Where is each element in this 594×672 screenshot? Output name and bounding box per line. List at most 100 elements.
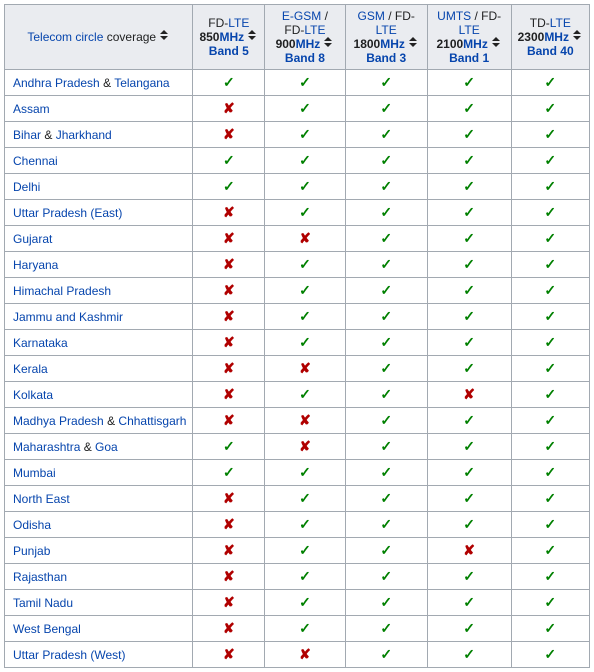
- circle-link[interactable]: Bihar: [13, 128, 41, 142]
- check-icon: ✓: [380, 568, 392, 584]
- circle-link[interactable]: Odisha: [13, 518, 51, 532]
- yes-cell: ✓: [193, 148, 265, 174]
- col-header-band-3[interactable]: GSM / FD-LTE1800MHzBand 3: [345, 5, 427, 70]
- tech-link[interactable]: LTE: [228, 16, 249, 30]
- yes-cell: ✓: [265, 148, 346, 174]
- circle-link[interactable]: Himachal Pradesh: [13, 284, 111, 298]
- circle-link[interactable]: Uttar Pradesh (West): [13, 648, 125, 662]
- circle-link[interactable]: Mumbai: [13, 466, 56, 480]
- check-icon: ✓: [380, 230, 392, 246]
- mhz-link[interactable]: MHz: [380, 37, 405, 51]
- circle-link[interactable]: Kerala: [13, 362, 48, 376]
- check-icon: ✓: [544, 516, 556, 532]
- circle-link[interactable]: Karnataka: [13, 336, 68, 350]
- tech-link[interactable]: LTE: [459, 23, 480, 37]
- check-icon: ✓: [380, 334, 392, 350]
- circle-link[interactable]: Madhya Pradesh: [13, 414, 104, 428]
- circle-link[interactable]: Kolkata: [13, 388, 53, 402]
- no-cell: ✘: [193, 616, 265, 642]
- circle-cell: Delhi: [5, 174, 193, 200]
- circle-link[interactable]: Rajasthan: [13, 570, 67, 584]
- col-header-band-4[interactable]: UMTS / FD-LTE2100MHzBand 1: [427, 5, 511, 70]
- circle-link[interactable]: Punjab: [13, 544, 50, 558]
- cross-icon: ✘: [223, 542, 235, 558]
- cross-icon: ✘: [223, 490, 235, 506]
- yes-cell: ✓: [345, 96, 427, 122]
- cross-icon: ✘: [223, 568, 235, 584]
- yes-cell: ✓: [427, 304, 511, 330]
- band-link[interactable]: Band 40: [527, 44, 574, 58]
- check-icon: ✓: [380, 438, 392, 454]
- circle-link[interactable]: Delhi: [13, 180, 40, 194]
- telecom-circle-link[interactable]: Telecom circle: [27, 30, 103, 44]
- band-link[interactable]: Band 8: [285, 51, 325, 65]
- band-link[interactable]: Band 5: [209, 44, 249, 58]
- yes-cell: ✓: [345, 460, 427, 486]
- col-header-band-5[interactable]: TD-LTE2300MHzBand 40: [511, 5, 589, 70]
- circle-link[interactable]: Gujarat: [13, 232, 52, 246]
- check-icon: ✓: [463, 646, 475, 662]
- tech-link[interactable]: LTE: [550, 16, 571, 30]
- table-header-row: Telecom circle coverageFD-LTE850MHzBand …: [5, 5, 590, 70]
- circle-link[interactable]: Chennai: [13, 154, 58, 168]
- circle-cell: Uttar Pradesh (West): [5, 642, 193, 668]
- col-header-band-2[interactable]: E-GSM / FD-LTE900MHzBand 8: [265, 5, 346, 70]
- no-cell: ✘: [427, 382, 511, 408]
- yes-cell: ✓: [265, 564, 346, 590]
- table-row: Jammu and Kashmir✘✓✓✓✓: [5, 304, 590, 330]
- yes-cell: ✓: [511, 200, 589, 226]
- yes-cell: ✓: [345, 512, 427, 538]
- circle-link[interactable]: Uttar Pradesh (East): [13, 206, 122, 220]
- circle-link[interactable]: Jammu and Kashmir: [13, 310, 123, 324]
- circle-link[interactable]: Chhattisgarh: [118, 414, 186, 428]
- col-header-band-1[interactable]: FD-LTE850MHzBand 5: [193, 5, 265, 70]
- band-link[interactable]: Band 3: [366, 51, 406, 65]
- check-icon: ✓: [463, 334, 475, 350]
- tech-link[interactable]: E-GSM: [282, 9, 321, 23]
- freq-label: 2100MHz: [436, 37, 487, 51]
- circle-link[interactable]: Haryana: [13, 258, 58, 272]
- yes-cell: ✓: [427, 486, 511, 512]
- check-icon: ✓: [544, 412, 556, 428]
- no-cell: ✘: [193, 486, 265, 512]
- mhz-link[interactable]: MHz: [463, 37, 488, 51]
- table-row: Mumbai✓✓✓✓✓: [5, 460, 590, 486]
- yes-cell: ✓: [427, 642, 511, 668]
- circle-link[interactable]: Tamil Nadu: [13, 596, 73, 610]
- circle-link[interactable]: North East: [13, 492, 70, 506]
- check-icon: ✓: [463, 178, 475, 194]
- check-icon: ✓: [380, 100, 392, 116]
- tech-link[interactable]: GSM: [358, 9, 385, 23]
- yes-cell: ✓: [265, 486, 346, 512]
- circle-link[interactable]: Jharkhand: [56, 128, 112, 142]
- mhz-link[interactable]: MHz: [544, 30, 569, 44]
- yes-cell: ✓: [265, 70, 346, 96]
- mhz-link[interactable]: MHz: [296, 37, 321, 51]
- check-icon: ✓: [380, 256, 392, 272]
- tech-link[interactable]: LTE: [376, 23, 397, 37]
- check-icon: ✓: [544, 464, 556, 480]
- mhz-link[interactable]: MHz: [219, 30, 244, 44]
- yes-cell: ✓: [193, 70, 265, 96]
- tech-link[interactable]: UMTS: [437, 9, 471, 23]
- yes-cell: ✓: [265, 382, 346, 408]
- cross-icon: ✘: [223, 620, 235, 636]
- circle-link[interactable]: Goa: [95, 440, 118, 454]
- tech-link[interactable]: LTE: [304, 23, 325, 37]
- circle-link[interactable]: West Bengal: [13, 622, 81, 636]
- col-header-circle[interactable]: Telecom circle coverage: [5, 5, 193, 70]
- yes-cell: ✓: [345, 226, 427, 252]
- circle-link[interactable]: Maharashtra: [13, 440, 80, 454]
- cross-icon: ✘: [299, 438, 311, 454]
- yes-cell: ✓: [265, 278, 346, 304]
- circle-link[interactable]: Telangana: [114, 76, 169, 90]
- yes-cell: ✓: [265, 590, 346, 616]
- check-icon: ✓: [463, 464, 475, 480]
- circle-link[interactable]: Andhra Pradesh: [13, 76, 100, 90]
- check-icon: ✓: [380, 126, 392, 142]
- table-row: Chennai✓✓✓✓✓: [5, 148, 590, 174]
- check-icon: ✓: [544, 438, 556, 454]
- circle-link[interactable]: Assam: [13, 102, 50, 116]
- band-link[interactable]: Band 1: [449, 51, 489, 65]
- table-row: Assam✘✓✓✓✓: [5, 96, 590, 122]
